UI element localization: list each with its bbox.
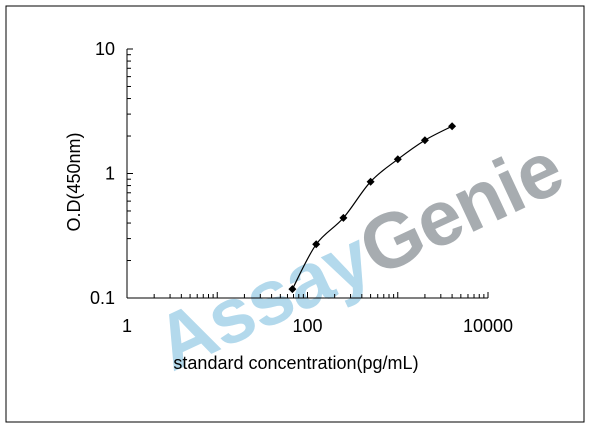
x-axis-label: standard concentration(pg/mL) <box>173 353 418 373</box>
y-tick-label: 1 <box>105 164 115 184</box>
y-axis-label: O.D(450nm) <box>64 132 84 231</box>
y-tick-label: 10 <box>95 39 115 59</box>
x-tick-label: 1 <box>122 316 132 336</box>
data-point <box>420 136 429 145</box>
data-point <box>393 155 402 164</box>
y-tick-label: 0.1 <box>90 288 115 308</box>
outer-frame <box>5 5 585 423</box>
data-point <box>288 285 297 294</box>
labels: standard concentration(pg/mL) O.D(450nm) <box>64 132 419 373</box>
data-series <box>288 122 457 294</box>
data-point <box>366 177 375 186</box>
axes: 10 1 0.1 1 100 10000 <box>90 39 513 336</box>
x-tick-label: 100 <box>292 316 322 336</box>
data-point <box>339 213 348 222</box>
data-point <box>312 240 321 249</box>
data-point <box>448 122 457 131</box>
x-tick-label: 10000 <box>463 316 513 336</box>
